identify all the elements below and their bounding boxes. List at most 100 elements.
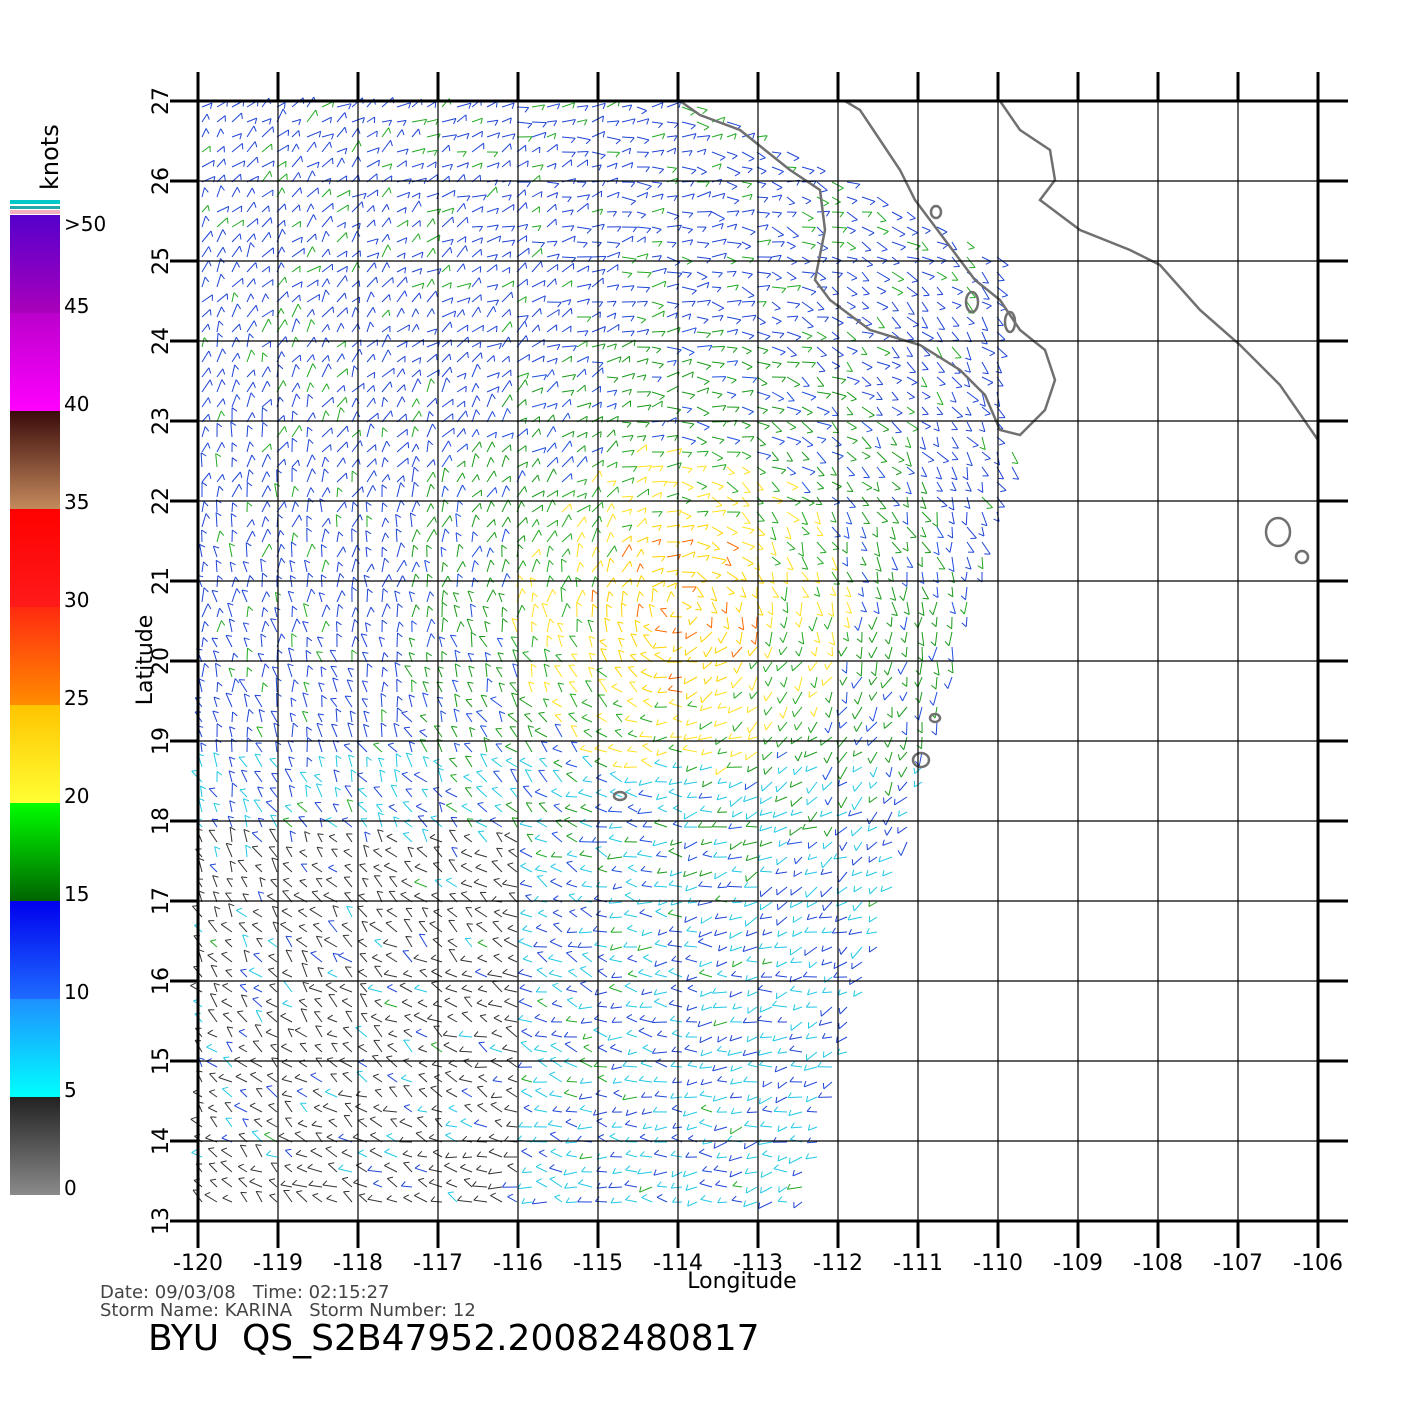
wind-vector: [877, 422, 889, 430]
wind-vector: [780, 722, 787, 731]
wind-barb: [684, 822, 688, 827]
wind-vector: [562, 456, 572, 467]
wind-barb: [985, 414, 991, 416]
wind-vector: [333, 678, 337, 692]
wind-vector: [802, 587, 809, 597]
wind-vector: [892, 557, 898, 570]
wind-barb: [732, 651, 733, 657]
wind-vector: [952, 302, 961, 305]
wind-vector: [554, 805, 562, 812]
wind-vector: [667, 583, 677, 587]
wind-barb: [737, 452, 741, 457]
wind-vector: [567, 836, 577, 842]
wind-barb: [308, 573, 313, 577]
wind-vector: [262, 573, 263, 587]
wind-vector: [937, 377, 945, 384]
wind-vector: [847, 497, 856, 507]
wind-barb: [618, 227, 622, 232]
wind-vector: [202, 160, 214, 167]
wind-vector: [622, 257, 636, 259]
wind-vector: [847, 362, 853, 372]
wind-barb: [300, 188, 301, 194]
wind-barb: [698, 822, 702, 827]
wind-vector: [571, 726, 577, 738]
wind-vector: [832, 557, 838, 570]
wind-barb: [655, 777, 659, 782]
wind-barb: [480, 546, 482, 552]
wind-barb: [360, 441, 362, 447]
wind-vector: [472, 278, 479, 287]
wind-vector: [292, 723, 293, 737]
wind-vector: [262, 161, 274, 167]
wind-vector: [862, 332, 874, 334]
wind-vector: [427, 504, 431, 513]
wind-vector: [307, 266, 321, 272]
wind-barb: [840, 243, 844, 248]
wind-barb: [445, 529, 449, 534]
wind-barb: [341, 408, 345, 413]
wind-barb: [508, 517, 510, 523]
wind-vector: [427, 379, 431, 392]
wind-vector: [761, 797, 773, 804]
wind-barb: [852, 804, 854, 810]
wind-barb: [735, 441, 740, 445]
wind-vector: [687, 767, 698, 772]
wind-vector: [532, 429, 539, 437]
wind-vector: [555, 715, 562, 722]
wind-barb: [384, 397, 388, 401]
wind-vector: [247, 263, 256, 273]
wind-vector: [285, 769, 292, 782]
wind-barb: [362, 202, 363, 208]
wind-barb: [764, 653, 767, 658]
wind-barb: [463, 310, 465, 316]
wind-barb: [456, 533, 461, 536]
wind-barb: [415, 427, 419, 432]
wind-vector: [457, 501, 458, 513]
wind-barb: [434, 460, 435, 466]
wind-barb: [586, 456, 587, 462]
wind-barb: [624, 763, 627, 768]
wind-vector: [382, 682, 384, 692]
wind-vector: [832, 527, 841, 536]
wind-barb: [326, 290, 330, 295]
wind-vector: [862, 407, 874, 415]
wind-barb: [733, 503, 738, 506]
wind-barb: [496, 187, 497, 193]
wind-barb: [233, 712, 238, 716]
wind-vector: [502, 161, 510, 168]
wind-vector: [787, 557, 793, 570]
wind-vector: [492, 760, 502, 768]
wind-vector: [394, 723, 397, 737]
wind-barb: [444, 500, 448, 504]
wind-barb: [722, 346, 725, 351]
wind-barb: [729, 593, 735, 595]
wind-barb: [389, 805, 395, 807]
wind-vector: [466, 700, 472, 707]
wind-vector: [742, 332, 754, 336]
wind-vector: [637, 564, 640, 572]
wind-vector: [481, 754, 487, 767]
wind-vector: [727, 197, 739, 200]
wind-vector: [907, 287, 917, 295]
wind-barb: [389, 218, 391, 224]
wind-barb: [217, 423, 222, 427]
wind-barb: [205, 277, 209, 282]
wind-barb: [420, 715, 426, 716]
wind-barb: [420, 730, 426, 732]
wind-barb: [645, 152, 649, 157]
wind-vector: [817, 602, 823, 616]
wind-vector: [239, 757, 247, 767]
wind-vector: [442, 529, 445, 542]
wind-vector: [862, 557, 866, 565]
wind-vector: [667, 284, 679, 287]
wind-vector: [262, 592, 267, 602]
wind-vector: [487, 236, 501, 242]
wind-vector: [607, 301, 616, 302]
wind-vector: [541, 742, 547, 752]
wind-vector: [199, 679, 202, 692]
wind-barb: [204, 588, 208, 592]
wind-vector: [336, 515, 337, 527]
wind-vector: [652, 362, 664, 364]
wind-vector: [607, 192, 619, 197]
wind-barb: [940, 384, 946, 385]
